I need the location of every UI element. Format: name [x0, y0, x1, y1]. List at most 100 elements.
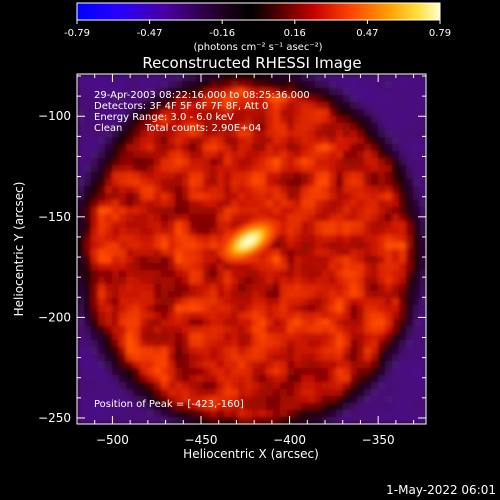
heatmap-cell [280, 165, 287, 172]
heatmap-cell [399, 137, 406, 144]
heatmap-cell [175, 81, 182, 88]
heatmap-cell [273, 88, 280, 95]
heatmap-cell [175, 172, 182, 179]
heatmap-cell [420, 144, 426, 151]
heatmap-cell [301, 137, 308, 144]
heatmap-cell [161, 242, 168, 249]
heatmap-cell [406, 81, 413, 88]
heatmap-cell [84, 291, 91, 298]
heatmap-cell [105, 277, 112, 284]
heatmap-cell [182, 319, 189, 326]
heatmap-cell [266, 130, 273, 137]
heatmap-cell [364, 242, 371, 249]
heatmap-cell [119, 151, 126, 158]
heatmap-cell [392, 361, 399, 368]
heatmap-cell [266, 249, 273, 256]
heatmap-cell [147, 270, 154, 277]
heatmap-cell [364, 389, 371, 396]
heatmap-cell [182, 221, 189, 228]
heatmap-cell [406, 151, 413, 158]
heatmap-cell [98, 410, 105, 417]
heatmap-cell [308, 256, 315, 263]
heatmap-cell [259, 326, 266, 333]
heatmap-cell [343, 277, 350, 284]
heatmap-cell [357, 361, 364, 368]
heatmap-cell [322, 235, 329, 242]
heatmap-cell [287, 368, 294, 375]
heatmap-cell [378, 158, 385, 165]
heatmap-cell [273, 144, 280, 151]
heatmap-cell [245, 417, 252, 424]
heatmap-cell [112, 403, 119, 410]
heatmap-cell [413, 200, 420, 207]
heatmap-cell [98, 207, 105, 214]
heatmap-cell [350, 340, 357, 347]
heatmap-cell [147, 368, 154, 375]
heatmap-cell [133, 410, 140, 417]
heatmap-cell [182, 361, 189, 368]
heatmap-cell [329, 81, 336, 88]
heatmap-cell [210, 165, 217, 172]
heatmap-cell [385, 389, 392, 396]
heatmap-cell [280, 137, 287, 144]
heatmap-cell [336, 88, 343, 95]
heatmap-cell [154, 284, 161, 291]
heatmap-cell [231, 270, 238, 277]
heatmap-cell [287, 144, 294, 151]
heatmap-cell [273, 417, 280, 424]
heatmap-cell [189, 137, 196, 144]
heatmap-cell [259, 319, 266, 326]
heatmap-cell [413, 116, 420, 123]
heatmap-cell [238, 88, 245, 95]
heatmap-cell [364, 305, 371, 312]
heatmap-cell [392, 333, 399, 340]
heatmap-cell [175, 312, 182, 319]
heatmap-cell [77, 396, 84, 403]
heatmap-cell [399, 319, 406, 326]
heatmap-cell [196, 270, 203, 277]
heatmap-cell [161, 88, 168, 95]
heatmap-cell [420, 214, 426, 221]
heatmap-cell [147, 137, 154, 144]
heatmap-cell [371, 228, 378, 235]
heatmap-cell [280, 417, 287, 424]
heatmap-cell [119, 354, 126, 361]
heatmap-cell [350, 144, 357, 151]
heatmap-cell [294, 81, 301, 88]
heatmap-cell [231, 347, 238, 354]
heatmap-cell [287, 284, 294, 291]
heatmap-cell [126, 221, 133, 228]
heatmap-cell [217, 151, 224, 158]
heatmap-cell [287, 298, 294, 305]
heatmap-cell [322, 305, 329, 312]
heatmap-cell [126, 312, 133, 319]
heatmap-cell [364, 193, 371, 200]
heatmap-cell [119, 326, 126, 333]
heatmap-cell [77, 333, 84, 340]
heatmap-cell [217, 221, 224, 228]
heatmap-cell [385, 270, 392, 277]
heatmap-cell [357, 263, 364, 270]
heatmap-cell [413, 333, 420, 340]
heatmap-cell [420, 347, 426, 354]
heatmap-cell [350, 291, 357, 298]
heatmap-cell [343, 256, 350, 263]
heatmap-cell [203, 221, 210, 228]
heatmap-cell [266, 417, 273, 424]
heatmap-cell [126, 207, 133, 214]
heatmap-cell [154, 144, 161, 151]
heatmap-cell [154, 151, 161, 158]
heatmap-cell [238, 326, 245, 333]
heatmap-cell [280, 130, 287, 137]
heatmap-cell [294, 340, 301, 347]
heatmap-cell [224, 95, 231, 102]
heatmap-cell [133, 81, 140, 88]
heatmap-cell [175, 375, 182, 382]
heatmap-cell [189, 291, 196, 298]
heatmap-cell [203, 319, 210, 326]
heatmap-cell [77, 263, 84, 270]
heatmap-cell [392, 242, 399, 249]
heatmap-cell [119, 410, 126, 417]
heatmap-cell [161, 165, 168, 172]
heatmap-cell [154, 375, 161, 382]
